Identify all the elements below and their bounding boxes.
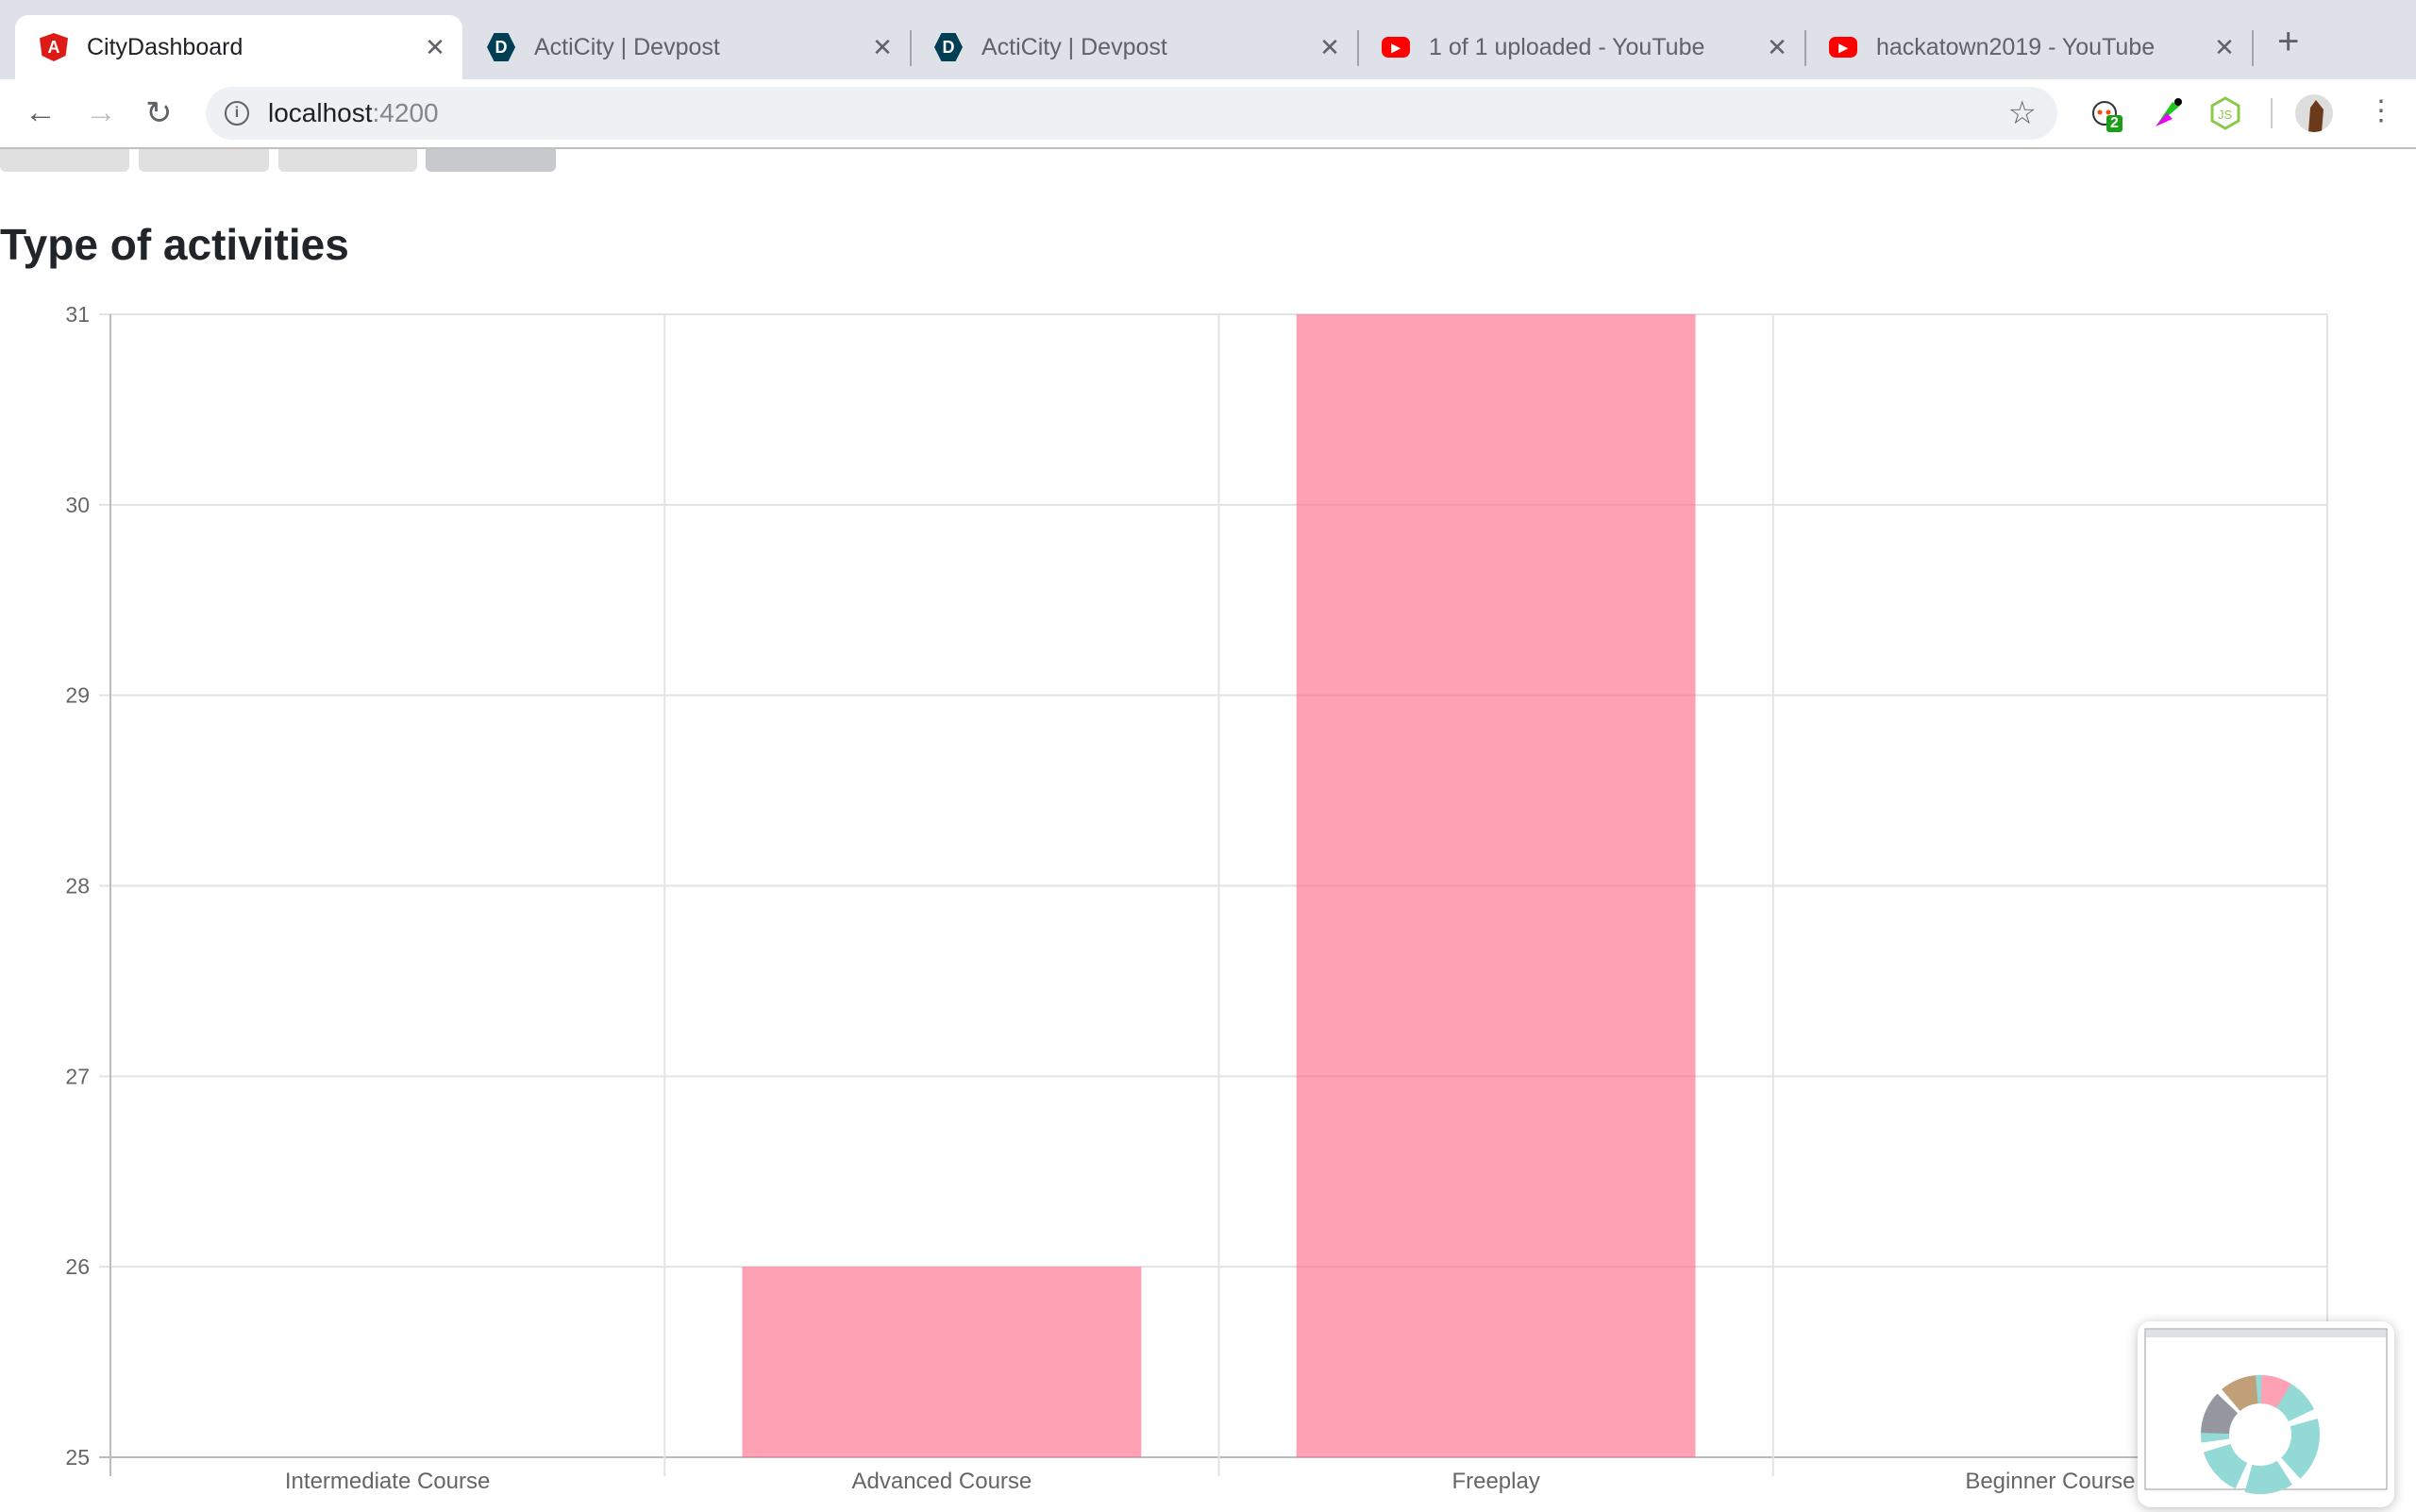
y-tick-label: 31 [65, 302, 90, 327]
tab-title: ActiCity | Devpost [534, 33, 720, 60]
close-tab-icon[interactable]: ✕ [1767, 32, 1787, 61]
y-tick-label: 26 [65, 1254, 90, 1279]
x-tick-label: Freeplay [1451, 1469, 1539, 1494]
info-icon[interactable]: i [225, 101, 249, 126]
bar-freeplay [1296, 314, 1696, 1457]
address-bar[interactable]: i localhost:4200 ☆ [206, 87, 2057, 140]
reload-button[interactable]: ↻ [145, 95, 173, 131]
screenshot-thumbnail[interactable] [2138, 1321, 2394, 1507]
extension-badge: 2 [2106, 115, 2122, 132]
menu-kebab-icon[interactable]: ⋮ [2367, 95, 2395, 126]
nodejs-extension-icon[interactable]: JS [2206, 94, 2244, 132]
tab-separator [1804, 30, 1806, 66]
y-tick-label: 25 [65, 1445, 90, 1470]
tab-title: 1 of 1 uploaded - YouTube [1429, 33, 1705, 60]
tab-title: CityDashboard [87, 33, 243, 60]
bar-advanced-course [742, 1267, 1142, 1457]
tab-citydashboard[interactable]: A CityDashboard ✕ [15, 15, 462, 79]
svg-text:JS: JS [2218, 108, 2233, 122]
close-tab-icon[interactable]: ✕ [872, 32, 893, 61]
profile-avatar[interactable] [2295, 94, 2333, 132]
tab-separator [2252, 30, 2254, 66]
tab-acticity-devpost-1[interactable]: D ActiCity | Devpost ✕ [462, 15, 910, 79]
y-tick-label: 30 [65, 493, 90, 517]
devpost-icon: D [487, 33, 515, 61]
url-host: localhost [268, 98, 373, 127]
toolbar-divider [2271, 98, 2273, 128]
nav-button-1[interactable] [0, 149, 129, 172]
close-tab-icon[interactable]: ✕ [1319, 32, 1340, 61]
nav-button-2[interactable] [139, 149, 269, 172]
browser-toolbar: ← → ↻ i localhost:4200 ☆ 2 JS ⋮ [0, 79, 2416, 149]
tab-separator [910, 30, 912, 66]
close-tab-icon[interactable]: ✕ [425, 32, 445, 61]
tab-youtube-hackatown[interactable]: ▸ hackatown2019 - YouTube ✕ [1804, 15, 2252, 79]
tab-acticity-devpost-2[interactable]: D ActiCity | Devpost ✕ [910, 15, 1357, 79]
x-tick-label: Advanced Course [851, 1469, 1032, 1494]
url-port: :4200 [372, 98, 439, 127]
page-title: Type of activities [0, 220, 349, 269]
youtube-icon: ▸ [1829, 37, 1857, 58]
close-tab-icon[interactable]: ✕ [2214, 32, 2235, 61]
bookmark-star-icon[interactable]: ☆ [2007, 95, 2037, 131]
reddit-extension-icon[interactable]: 2 [2088, 94, 2125, 132]
url-text: localhost:4200 [268, 98, 439, 128]
y-tick-label: 29 [65, 683, 90, 708]
youtube-icon: ▸ [1382, 37, 1410, 58]
colorful-extension-icon[interactable] [2148, 94, 2186, 132]
bar-chart: 31 30 29 28 27 26 25 Intermediate Course Advance… [65, 302, 2328, 1494]
tab-strip: A CityDashboard ✕ D ActiCity | Devpost ✕… [0, 0, 2416, 79]
nav-button-4-active[interactable] [426, 149, 556, 172]
back-button[interactable]: ← [25, 94, 57, 130]
tab-title: ActiCity | Devpost [982, 33, 1167, 60]
x-tick-label: Intermediate Course [285, 1469, 490, 1494]
tab-youtube-uploaded[interactable]: ▸ 1 of 1 uploaded - YouTube ✕ [1357, 15, 1804, 79]
tab-separator [1357, 30, 1359, 66]
devpost-icon: D [934, 33, 963, 61]
forward-button[interactable]: → [85, 94, 117, 130]
nav-button-3[interactable] [278, 149, 417, 172]
y-tick-label: 28 [65, 874, 90, 899]
new-tab-button[interactable]: + [2277, 21, 2300, 62]
tab-title: hackatown2019 - YouTube [1876, 33, 2156, 60]
x-tick-label: Beginner Course [1965, 1469, 2135, 1494]
angular-icon: A [40, 33, 68, 61]
y-tick-label: 27 [65, 1064, 90, 1088]
